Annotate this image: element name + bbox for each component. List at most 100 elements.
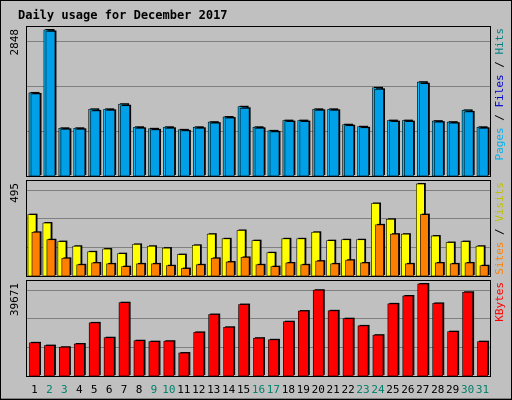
bar-sites-5	[91, 262, 101, 277]
bar-kbytes-29	[447, 331, 458, 377]
legend-segment: /	[493, 55, 506, 75]
bar-files-30	[463, 111, 474, 177]
bar-kbytes-20	[312, 289, 324, 377]
day-label-28: 28	[431, 383, 444, 396]
bar-kbytes-28	[432, 303, 444, 377]
bar-sites-13	[210, 258, 220, 277]
bar-kbytes-27	[417, 283, 429, 377]
series-sites	[31, 213, 490, 277]
day-label-11: 11	[177, 383, 190, 396]
series-legend: Pages / Files / Hits	[493, 28, 506, 161]
day-label-20: 20	[312, 383, 325, 396]
bar-files-7	[120, 105, 130, 177]
day-label-24: 24	[371, 383, 385, 396]
day-label-16: 16	[252, 383, 265, 396]
day-label-10: 10	[162, 383, 175, 396]
chart-panels: 2848 Pages / Files / Hits 495 Sites / Visit…	[8, 26, 506, 377]
day-label-14: 14	[222, 383, 236, 396]
bar-sites-2	[46, 239, 56, 277]
chart-title: Daily usage for December 2017	[18, 8, 228, 22]
bar-files-4	[75, 129, 86, 177]
bar-kbytes-26	[402, 295, 414, 377]
bar-kbytes-8	[133, 340, 145, 377]
series-legend: Sites / Visits	[493, 182, 506, 275]
bar-files-29	[448, 122, 459, 177]
bar-sites-14	[225, 261, 235, 277]
bar-files-6	[105, 110, 115, 177]
bar-files-21	[329, 110, 340, 177]
bar-files-25	[389, 121, 399, 177]
bar-sites-26	[405, 263, 414, 277]
day-label-1: 1	[31, 383, 38, 396]
day-label-5: 5	[91, 383, 98, 396]
bar-files-12	[194, 128, 205, 177]
bar-sites-9	[151, 263, 160, 277]
day-label-31: 31	[476, 383, 489, 396]
bar-sites-8	[136, 263, 145, 277]
day-label-6: 6	[106, 383, 113, 396]
day-label-4: 4	[76, 383, 83, 396]
day-label-12: 12	[192, 383, 205, 396]
day-label-19: 19	[297, 383, 310, 396]
bar-kbytes-16	[253, 337, 264, 377]
bar-sites-20	[315, 260, 325, 277]
bar-kbytes-11	[178, 352, 190, 377]
bar-sites-11	[181, 268, 190, 277]
series-kbytes	[29, 283, 490, 377]
bar-sites-22	[345, 259, 354, 277]
bar-sites-1	[31, 232, 41, 277]
day-label-23: 23	[356, 383, 369, 396]
bar-kbytes-21	[327, 310, 339, 377]
bar-kbytes-5	[88, 322, 100, 377]
bar-files-26	[404, 121, 414, 177]
bar-files-1	[30, 93, 41, 177]
day-label-22: 22	[341, 383, 354, 396]
bar-files-17	[269, 131, 280, 177]
bar-sites-19	[300, 264, 310, 277]
day-label-17: 17	[267, 383, 280, 396]
day-label-18: 18	[282, 383, 295, 396]
bar-kbytes-7	[118, 302, 130, 377]
day-label-25: 25	[386, 383, 399, 396]
day-label-26: 26	[401, 383, 414, 396]
bar-sites-31	[479, 265, 489, 277]
bar-files-3	[60, 129, 71, 177]
panel-hits-files-pages: 2848 Pages / Files / Hits	[8, 26, 506, 177]
legend-segment: KBytes	[493, 282, 506, 322]
bar-files-13	[209, 122, 220, 177]
bar-kbytes-30	[462, 291, 473, 377]
bar-sites-23	[360, 262, 369, 277]
bar-sites-16	[255, 264, 265, 277]
bar-kbytes-22	[342, 318, 354, 377]
bar-files-9	[150, 129, 160, 177]
day-label-3: 3	[61, 383, 68, 396]
bar-files-24	[374, 89, 384, 177]
legend-segment: /	[493, 108, 506, 128]
bar-sites-4	[76, 264, 86, 277]
series-files	[30, 30, 490, 177]
legend-segment: /	[493, 222, 506, 242]
bar-kbytes-14	[223, 326, 234, 377]
bar-kbytes-3	[59, 346, 70, 377]
day-label-2: 2	[46, 383, 53, 396]
bar-sites-12	[195, 264, 205, 277]
bar-files-16	[254, 128, 265, 177]
bar-sites-18	[285, 262, 295, 277]
day-label-30: 30	[461, 383, 474, 396]
bar-files-8	[135, 128, 145, 177]
bar-files-27	[419, 83, 429, 177]
day-labels: 1 2 3 4 5 6 7 8 9 10 11 12 13 14 15 16 17 18 19 20 21 22 23 24 2…	[31, 383, 489, 396]
legend-segment: Visits	[493, 182, 506, 222]
bar-sites-10	[166, 265, 175, 277]
legend-segment: Sites	[493, 242, 506, 275]
bar-kbytes-31	[477, 341, 488, 377]
bar-kbytes-19	[298, 310, 309, 377]
bar-files-28	[433, 121, 444, 177]
bar-sites-28	[434, 262, 444, 277]
legend-segment: Pages	[493, 127, 506, 160]
bar-kbytes-18	[283, 321, 294, 377]
day-label-8: 8	[136, 383, 143, 396]
bar-files-5	[90, 110, 101, 177]
bar-kbytes-9	[148, 341, 160, 377]
